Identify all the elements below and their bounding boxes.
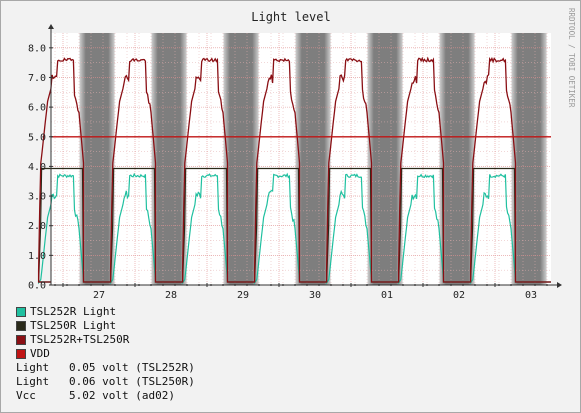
x-tick-label: 27 <box>93 290 105 300</box>
y-tick-label: 8.0 <box>28 43 46 54</box>
x-tick-label: 01 <box>381 290 393 300</box>
y-tick-label: 7.0 <box>28 73 46 84</box>
series-lines <box>37 56 551 285</box>
night-band <box>439 33 475 285</box>
x-tick-label: 29 <box>237 290 249 300</box>
summary-value: 0.06 volt (TSL250R) <box>69 375 195 388</box>
x-tick-label: 02 <box>453 290 465 300</box>
legend-swatch <box>16 349 26 359</box>
watermark: RRDTOOL / TOBI OETIKER <box>567 8 576 108</box>
legend-label: TSL252R Light <box>30 305 117 318</box>
summary-label: Light <box>16 361 50 374</box>
summary-line: Vcc 5.02 volt (ad02) <box>16 389 195 403</box>
legend-swatch <box>16 307 26 317</box>
summary-value: 5.02 volt (ad02) <box>69 389 175 402</box>
x-tick-label: 03 <box>525 290 537 300</box>
legend-label: VDD <box>30 347 50 360</box>
legend-item: TSL252R+TSL250R <box>16 333 195 347</box>
legend-item: TSL250R Light <box>16 319 195 333</box>
y-axis-arrow <box>48 24 54 29</box>
y-tick-label: 1.0 <box>28 251 46 262</box>
summary-label: Light <box>16 375 50 388</box>
legend-item: VDD <box>16 347 195 361</box>
legend-label: TSL250R Light <box>30 319 117 332</box>
legend-label: TSL252R+TSL250R <box>30 333 130 346</box>
night-band <box>151 33 187 285</box>
night-band <box>223 33 259 285</box>
night-band <box>295 33 331 285</box>
series-line-sum <box>37 56 551 283</box>
legend-swatch <box>16 335 26 345</box>
x-tick-label: 28 <box>165 290 177 300</box>
chart-title: Light level <box>251 10 330 24</box>
legend-item: TSL252R Light <box>16 305 195 319</box>
light-level-chart: 0.0 1.0 2.0 3.0 4.0 5.0 6.0 7.0 8.0 27 28 29 30 01 02 0… <box>28 8 576 300</box>
night-band <box>367 33 403 285</box>
legend-swatch <box>16 321 26 331</box>
summary-line: Light 0.05 volt (TSL252R) <box>16 361 195 375</box>
y-tick-label: 3.0 <box>28 192 46 203</box>
x-tick-label: 30 <box>309 290 321 300</box>
summary-label: Vcc <box>16 389 36 402</box>
y-tick-label: 5.0 <box>28 132 46 143</box>
summary-line: Light 0.06 volt (TSL250R) <box>16 375 195 389</box>
y-tick-label: 2.0 <box>28 221 46 232</box>
y-tick-label: 4.0 <box>28 162 46 173</box>
legend: TSL252R Light TSL250R Light TSL252R+TSL2… <box>16 305 195 403</box>
summary-value: 0.05 volt (TSL252R) <box>69 361 195 374</box>
night-bands <box>79 33 547 285</box>
series-line-tsl252r <box>37 172 551 285</box>
axes: 0.0 1.0 2.0 3.0 4.0 5.0 6.0 7.0 8.0 27 28 29 30 01 02 0… <box>28 24 562 300</box>
y-tick-label: 0.0 <box>28 281 46 292</box>
x-axis-arrow <box>557 282 562 288</box>
night-band <box>511 33 547 285</box>
night-band <box>79 33 115 285</box>
y-tick-label: 6.0 <box>28 103 46 114</box>
